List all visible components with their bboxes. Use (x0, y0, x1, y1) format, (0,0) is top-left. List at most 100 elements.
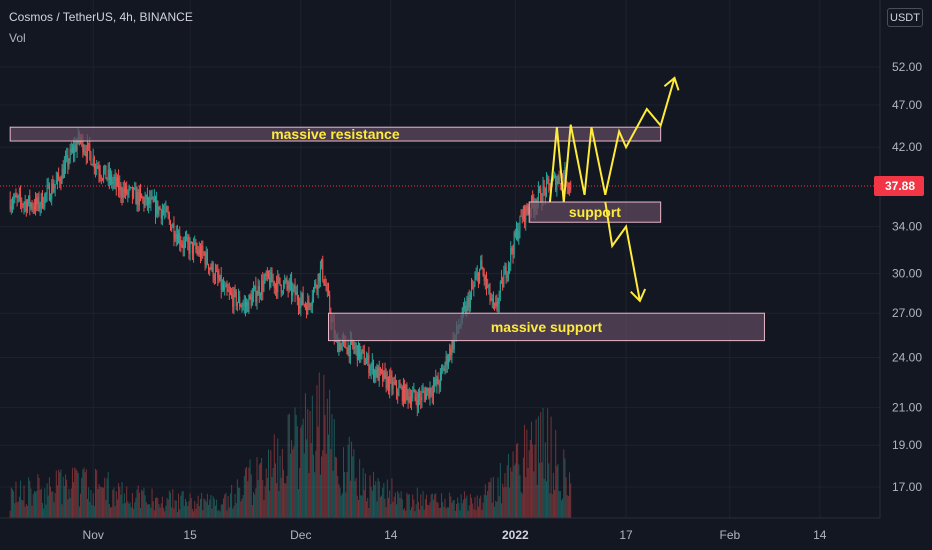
candle-body (400, 387, 402, 389)
volume-bar (55, 470, 57, 518)
volume-bar (300, 427, 302, 518)
volume-bar (286, 475, 288, 518)
volume-bar (416, 487, 418, 518)
currency-button[interactable]: USDT (887, 8, 923, 27)
candle-body (115, 177, 117, 187)
price-axis[interactable]: 52.00 47.00 42.00 37.88 34.00 30.00 27.00 24.00… (874, 60, 924, 494)
candle-body (28, 195, 30, 204)
volume-bar (182, 491, 184, 518)
candle-body (374, 370, 376, 378)
volume-bar (328, 434, 329, 518)
volume-bar (326, 398, 328, 518)
volume-bar (459, 510, 461, 518)
volume-bar (407, 494, 409, 518)
candle-body (250, 297, 252, 306)
volume-bar (261, 457, 263, 518)
volume-bar (142, 490, 144, 518)
candle-body (213, 278, 215, 280)
volume-bar (58, 469, 60, 518)
volume-bar (532, 444, 534, 518)
candle-body (488, 284, 490, 288)
candle-body (491, 297, 493, 301)
candle-body (75, 144, 77, 151)
volume-bar (449, 492, 451, 518)
volume-bar (105, 500, 107, 518)
volume-bar (296, 426, 298, 518)
volume-bar (426, 494, 428, 518)
volume-bar (551, 494, 553, 518)
candle-body (143, 198, 145, 206)
candle-body (136, 191, 138, 205)
candle-body (110, 174, 112, 181)
volume-bar (238, 487, 240, 518)
volume-bar (347, 444, 349, 518)
time-axis[interactable]: Nov 15 Dec 14 2022 17 Feb 14 (83, 528, 827, 542)
candle-body (420, 397, 422, 401)
volume-bar (231, 484, 233, 518)
volume-bar (550, 416, 552, 518)
candle-body (514, 232, 516, 237)
candle-body (313, 288, 315, 299)
candle-body (202, 245, 204, 253)
volume-bar (199, 498, 201, 518)
candle-body (53, 187, 55, 192)
candle-body (496, 301, 498, 307)
volume-bar (278, 491, 280, 518)
candle-body (52, 183, 54, 192)
candle-body (76, 142, 78, 151)
volume-bar (304, 393, 306, 518)
candle-body (141, 194, 143, 199)
candle-body (51, 183, 53, 200)
candle-body (487, 286, 489, 288)
candle-body (84, 150, 86, 152)
symbol-title[interactable]: Cosmos / TetherUS, 4h, BINANCE (9, 10, 193, 24)
volume-bar (187, 505, 189, 518)
candle-body (39, 205, 41, 209)
volume-bar (544, 442, 546, 518)
volume-bar (543, 479, 545, 518)
price-tick-label: 52.00 (892, 60, 922, 74)
time-tick-label: Nov (83, 528, 104, 542)
volume-bar (314, 472, 316, 518)
volume-bar (217, 510, 219, 518)
candle-body (239, 296, 241, 307)
candle-body (160, 209, 162, 219)
candle-body (149, 197, 151, 204)
candle-body (227, 289, 229, 292)
volume-bar (22, 500, 24, 518)
candle-body (277, 276, 279, 293)
volume-bar (289, 453, 291, 518)
candle-body (269, 277, 271, 287)
candle-body (307, 300, 309, 315)
candle-body (515, 228, 517, 237)
volume-bar (256, 457, 258, 518)
volume-bar (310, 443, 312, 518)
candle-body (398, 386, 400, 396)
price-tick-label: 30.00 (892, 267, 922, 281)
volume-bar (492, 477, 494, 518)
volume-bar (16, 502, 18, 518)
volume-bar (491, 502, 493, 518)
candle-body (509, 262, 511, 266)
volume-bar (84, 471, 86, 518)
candle-body (411, 398, 413, 405)
volume-bar (38, 477, 40, 518)
candle-body (96, 166, 98, 168)
candle-body (424, 393, 426, 400)
volume-bar (175, 500, 177, 518)
volume-bar (113, 487, 115, 518)
candle-body (498, 293, 500, 304)
candle-body (114, 177, 116, 181)
candle-body (248, 295, 250, 312)
volume-bar (302, 418, 304, 518)
candle-body (82, 137, 84, 153)
volume-bar (214, 505, 216, 518)
candle-body (129, 187, 131, 189)
candle-body (348, 345, 350, 357)
volume-bar (216, 499, 218, 518)
candle-body (301, 292, 303, 299)
volume-bar (527, 467, 529, 518)
candle-body (235, 291, 237, 307)
candle-body (489, 284, 491, 300)
